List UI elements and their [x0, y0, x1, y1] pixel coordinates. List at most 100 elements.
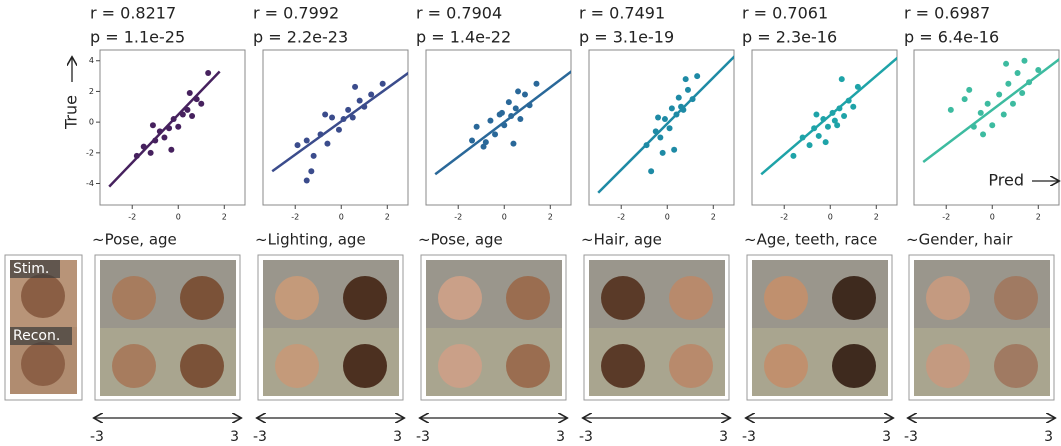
point: [978, 110, 984, 116]
figure: Stim. Recon. r = 0.8217p = 1.1e-25-202-4…: [0, 0, 1061, 446]
x-tick-label: 0: [339, 213, 344, 222]
point: [513, 105, 519, 111]
point: [1021, 58, 1027, 64]
point: [823, 139, 829, 145]
point: [180, 111, 186, 117]
point: [194, 96, 200, 102]
stat-p: p = 1.4e-22: [416, 28, 511, 47]
point: [141, 144, 147, 150]
stat-r: r = 0.7992: [253, 4, 339, 23]
point: [996, 92, 1002, 98]
y-tick-label: -4: [86, 179, 94, 188]
point: [469, 138, 475, 144]
point: [311, 153, 317, 159]
point: [657, 134, 663, 140]
point: [1035, 67, 1041, 73]
point: [813, 111, 819, 117]
point: [690, 96, 696, 102]
scale-max: 3: [719, 429, 728, 445]
point: [308, 168, 314, 174]
point: [673, 111, 679, 117]
point: [800, 134, 806, 140]
point: [1019, 90, 1025, 96]
face: [112, 344, 156, 388]
point: [522, 92, 528, 98]
face: [275, 276, 319, 320]
x-tick-label: 0: [502, 213, 507, 222]
stat-p: p = 1.1e-25: [90, 28, 185, 47]
point: [515, 88, 521, 94]
face: [994, 344, 1038, 388]
face: [180, 276, 224, 320]
face: [926, 276, 970, 320]
plot-frame: [752, 50, 897, 205]
face: [180, 344, 224, 388]
x-tick-label: -2: [454, 213, 462, 222]
point: [508, 113, 514, 119]
point: [669, 105, 675, 111]
point: [966, 87, 972, 93]
point: [1010, 101, 1016, 107]
point: [304, 177, 310, 183]
point: [166, 125, 172, 131]
point: [662, 116, 668, 122]
point: [816, 133, 822, 139]
point: [850, 104, 856, 110]
point: [350, 115, 356, 121]
point: [836, 105, 842, 111]
point: [533, 81, 539, 87]
point: [1001, 111, 1007, 117]
x-tick-label: -2: [291, 213, 299, 222]
point: [1015, 70, 1021, 76]
caption: ~Hair, age: [581, 231, 662, 249]
face: [21, 342, 65, 386]
point: [962, 96, 968, 102]
point: [685, 87, 691, 93]
scale-min: -3: [742, 429, 756, 445]
face: [832, 276, 876, 320]
point: [1026, 79, 1032, 85]
stat-r: r = 0.8217: [90, 4, 176, 23]
face: [601, 344, 645, 388]
point: [357, 98, 363, 104]
point: [841, 113, 847, 119]
point: [189, 113, 195, 119]
y-tick-label: 2: [89, 87, 94, 96]
point: [361, 104, 367, 110]
face: [506, 344, 550, 388]
point: [517, 116, 523, 122]
y-axis-label: True: [62, 95, 81, 130]
stat-p: p = 6.4e-16: [904, 28, 999, 47]
point: [676, 95, 682, 101]
point: [989, 122, 995, 128]
scale-max: 3: [393, 429, 402, 445]
stat-r: r = 0.6987: [904, 4, 990, 23]
point: [644, 142, 650, 148]
scale-max: 3: [882, 429, 891, 445]
point: [683, 76, 689, 82]
point: [324, 141, 330, 147]
point: [834, 122, 840, 128]
face: [343, 276, 387, 320]
x-tick-label: 0: [990, 213, 995, 222]
point: [980, 131, 986, 137]
scale-min: -3: [416, 429, 430, 445]
point: [318, 131, 324, 137]
face: [343, 344, 387, 388]
face: [669, 344, 713, 388]
scale-min: -3: [904, 429, 918, 445]
point: [184, 107, 190, 113]
point: [855, 84, 861, 90]
x-tick-label: 2: [874, 213, 879, 222]
face: [764, 344, 808, 388]
point: [846, 98, 852, 104]
face: [506, 276, 550, 320]
point: [352, 84, 358, 90]
caption: ~Gender, hair: [906, 231, 1013, 249]
point: [985, 101, 991, 107]
plot-frame: [263, 50, 408, 205]
face: [438, 276, 482, 320]
point: [499, 110, 505, 116]
point: [825, 124, 831, 130]
stat-r: r = 0.7491: [579, 4, 665, 23]
